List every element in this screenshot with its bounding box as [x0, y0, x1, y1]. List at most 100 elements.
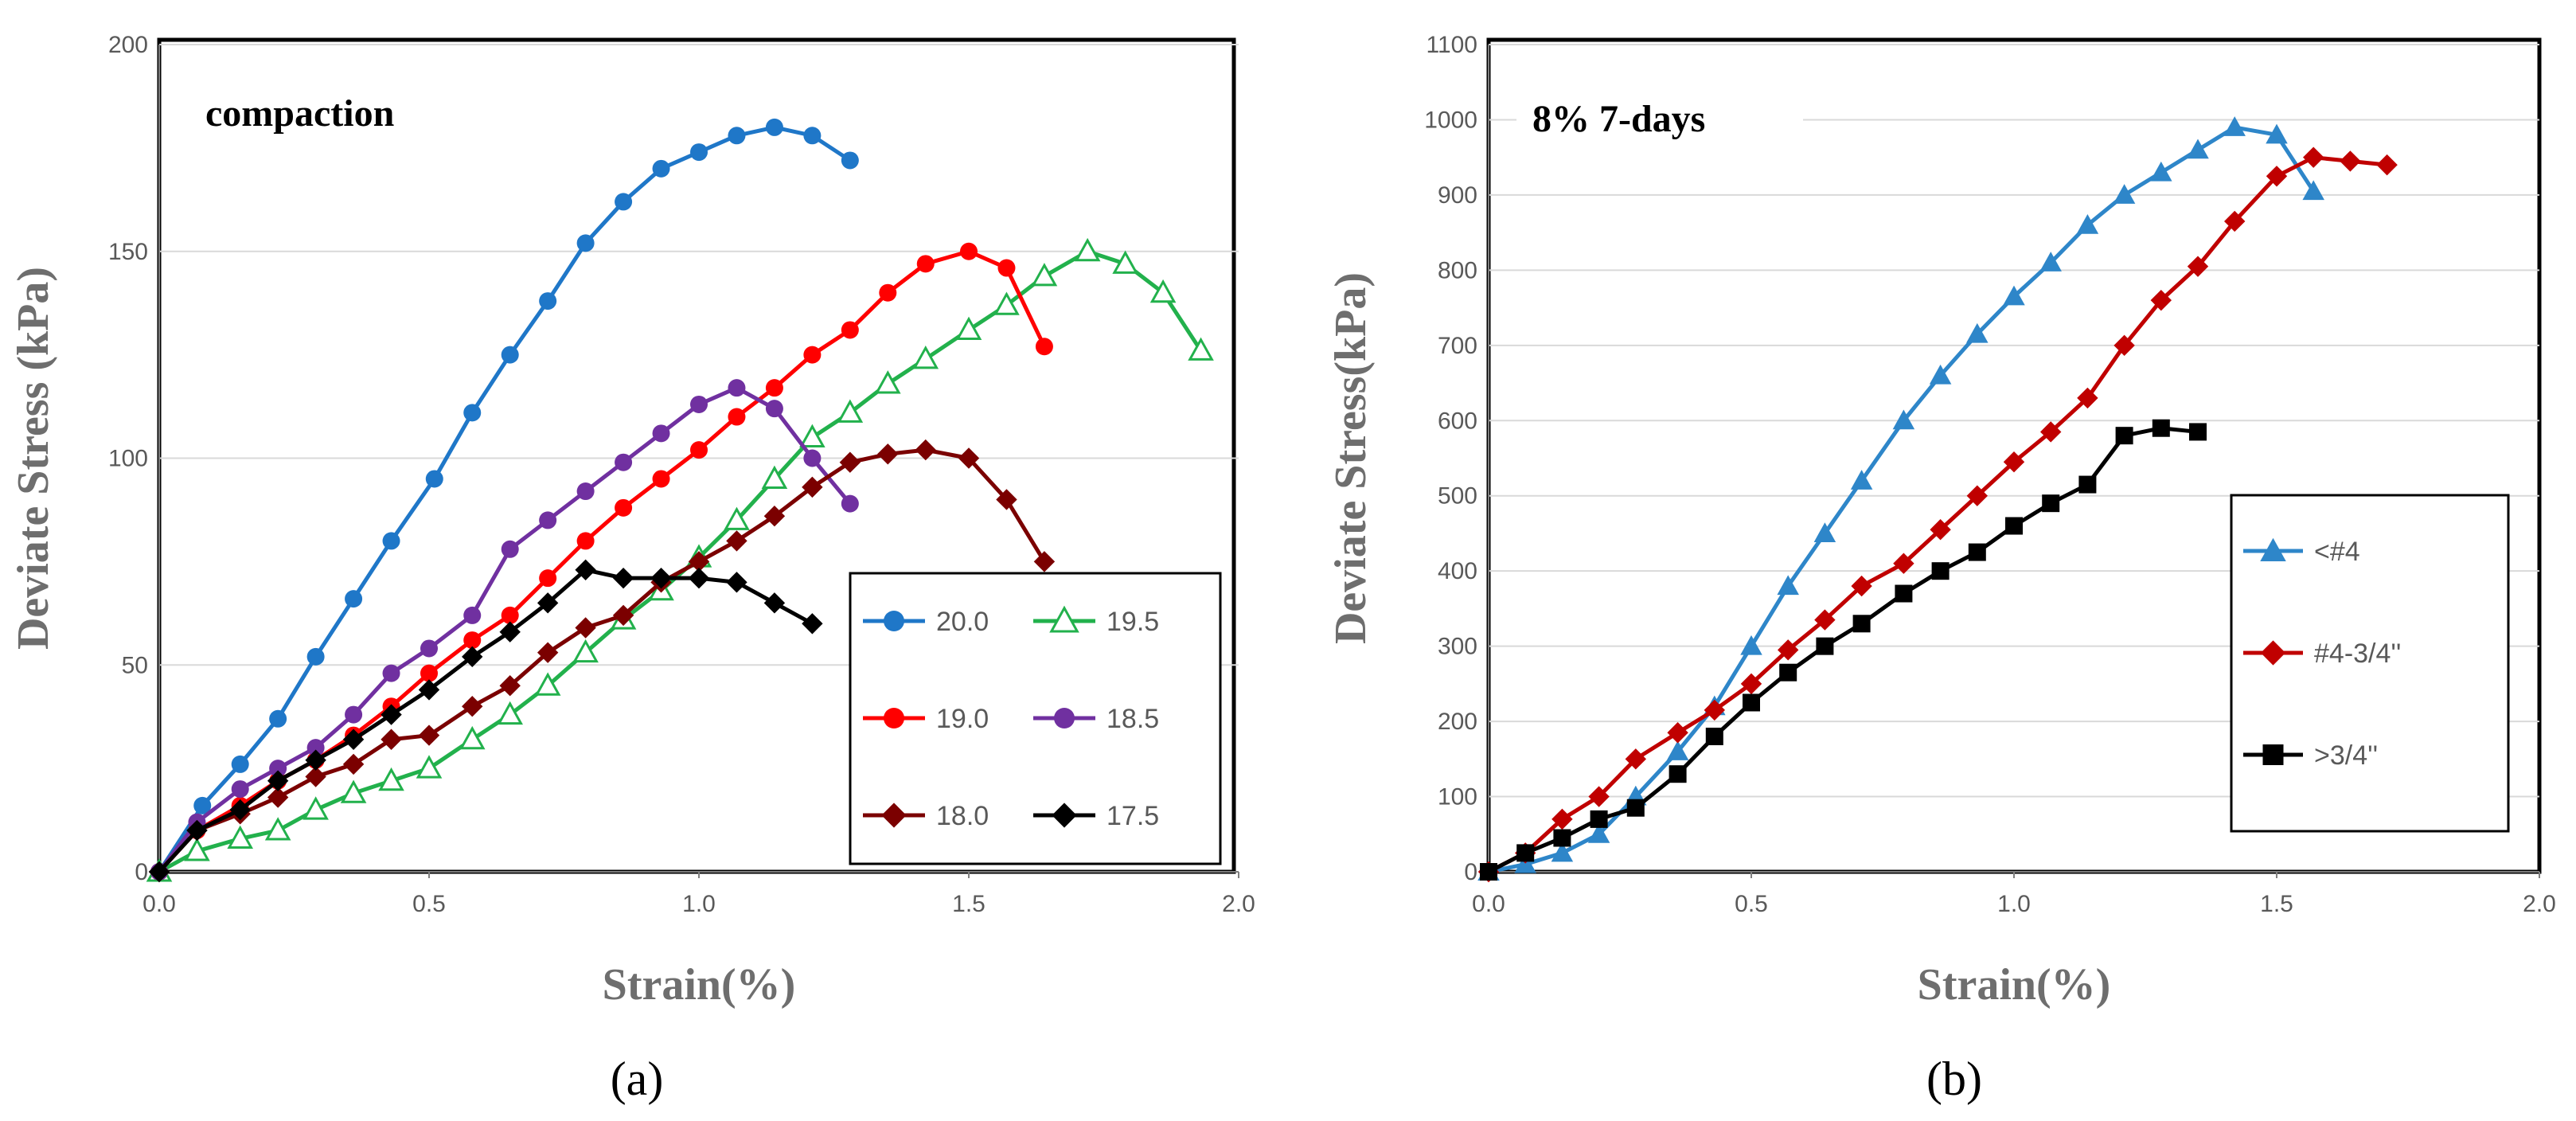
- data-point: [1779, 663, 1797, 682]
- data-point: [1035, 338, 1053, 356]
- chart-b: 0 100 200 300 400 500 600 700 800 900 1000 1100 0.0 0…: [1326, 32, 2556, 1105]
- data-point: [1930, 519, 1951, 541]
- data-point: [576, 532, 595, 550]
- data-point: [148, 861, 170, 883]
- legend-label: 18.0: [936, 801, 989, 831]
- data-point: [345, 590, 363, 608]
- series-18.0: [148, 439, 1056, 883]
- data-point: [1966, 322, 1989, 343]
- legend-item: 18.0: [863, 801, 989, 831]
- data-point: [915, 439, 936, 461]
- data-point: [1587, 823, 1610, 843]
- data-point: [728, 379, 746, 397]
- data-point: [765, 118, 783, 136]
- data-point: [418, 679, 440, 701]
- data-point: [1590, 810, 1608, 828]
- y-tick-label: 1000: [1424, 107, 1477, 133]
- legend-item: 19.0: [863, 704, 989, 734]
- data-point: [539, 569, 557, 588]
- data-point: [1778, 639, 1799, 661]
- data-point: [1666, 740, 1689, 760]
- data-point: [459, 725, 486, 750]
- data-point: [1813, 522, 1836, 542]
- data-point: [229, 799, 251, 821]
- y-tick-label: 700: [1438, 333, 1477, 359]
- data-point: [2005, 517, 2023, 535]
- data-point: [803, 346, 822, 364]
- data-point: [420, 639, 438, 658]
- data-point: [1705, 727, 1723, 745]
- chart-title: 8% 7-days: [1532, 98, 1705, 140]
- data-point: [534, 672, 561, 696]
- data-point: [463, 606, 482, 624]
- data-point: [1551, 842, 1574, 862]
- title-background: [1516, 92, 1803, 147]
- data-point: [1031, 263, 1058, 287]
- data-point: [1893, 553, 1914, 574]
- data-point: [1851, 575, 1872, 597]
- data-point: [2077, 387, 2098, 409]
- x-axis-title: Strain(%): [603, 960, 796, 1010]
- data-point: [996, 489, 1017, 510]
- data-point: [726, 530, 747, 552]
- data-point: [1112, 250, 1138, 274]
- data-point: [575, 559, 596, 580]
- legend-marker: [884, 611, 904, 631]
- data-point: [418, 725, 440, 746]
- x-axis-title: Strain(%): [1918, 960, 2111, 1010]
- legend-label: #4-3/4'': [2314, 639, 2401, 669]
- y-tick-label: 200: [1438, 709, 1477, 735]
- data-point: [499, 621, 521, 643]
- legend-marker: [1054, 708, 1075, 728]
- data-point: [1852, 615, 1871, 633]
- data-point: [724, 506, 750, 530]
- data-point: [765, 400, 783, 418]
- data-point: [576, 482, 595, 501]
- data-point: [916, 255, 935, 273]
- data-point: [1931, 562, 1950, 580]
- y-tick-label: 150: [108, 239, 148, 265]
- data-point: [231, 780, 249, 799]
- x-tick-label: 1.5: [952, 891, 986, 917]
- data-point: [877, 443, 899, 465]
- y-tick-label: 300: [1438, 634, 1477, 660]
- data-point: [227, 825, 253, 849]
- legend-label: >3/4'': [2314, 740, 2378, 771]
- data-point: [1516, 844, 1535, 862]
- data-point: [306, 647, 325, 666]
- y-tick-label: 100: [1438, 784, 1477, 810]
- legend-item: >3/4'': [2243, 740, 2378, 771]
- data-point: [184, 838, 210, 861]
- legend: 20.0 19.5 19.0 18.5 18.0 17.5: [849, 572, 1222, 865]
- data-point: [378, 767, 404, 791]
- caption: (a): [611, 1053, 664, 1105]
- legend: <#4 #4-3/4'' >3/4'': [2230, 494, 2510, 833]
- y-tick-label: 1100: [1426, 32, 1477, 58]
- data-point: [690, 395, 708, 413]
- data-point: [305, 749, 326, 771]
- x-tick-label: 0.5: [412, 891, 446, 917]
- series-17.5: [148, 559, 823, 883]
- data-point: [537, 642, 559, 663]
- x-tick-label: 2.0: [1222, 891, 1255, 917]
- x-tick-label: 1.0: [682, 891, 716, 917]
- data-point: [652, 470, 670, 488]
- legend-label: 17.5: [1107, 801, 1159, 831]
- legend-item: 17.5: [1033, 801, 1159, 831]
- data-point: [803, 127, 822, 145]
- data-point: [1667, 722, 1688, 744]
- y-axis-title: Deviate Stress(kPa): [1326, 272, 1376, 644]
- data-point: [420, 664, 438, 682]
- y-tick-label: 800: [1438, 257, 1477, 283]
- data-point: [2187, 139, 2209, 159]
- data-point: [497, 701, 523, 725]
- data-point: [2040, 421, 2062, 443]
- data-point: [2266, 123, 2288, 144]
- data-point: [728, 408, 746, 426]
- data-point: [1968, 543, 1986, 561]
- legend-marker: [1052, 803, 1077, 828]
- data-point: [993, 291, 1020, 315]
- data-point: [381, 728, 402, 750]
- data-point: [615, 453, 633, 471]
- data-point: [342, 753, 365, 775]
